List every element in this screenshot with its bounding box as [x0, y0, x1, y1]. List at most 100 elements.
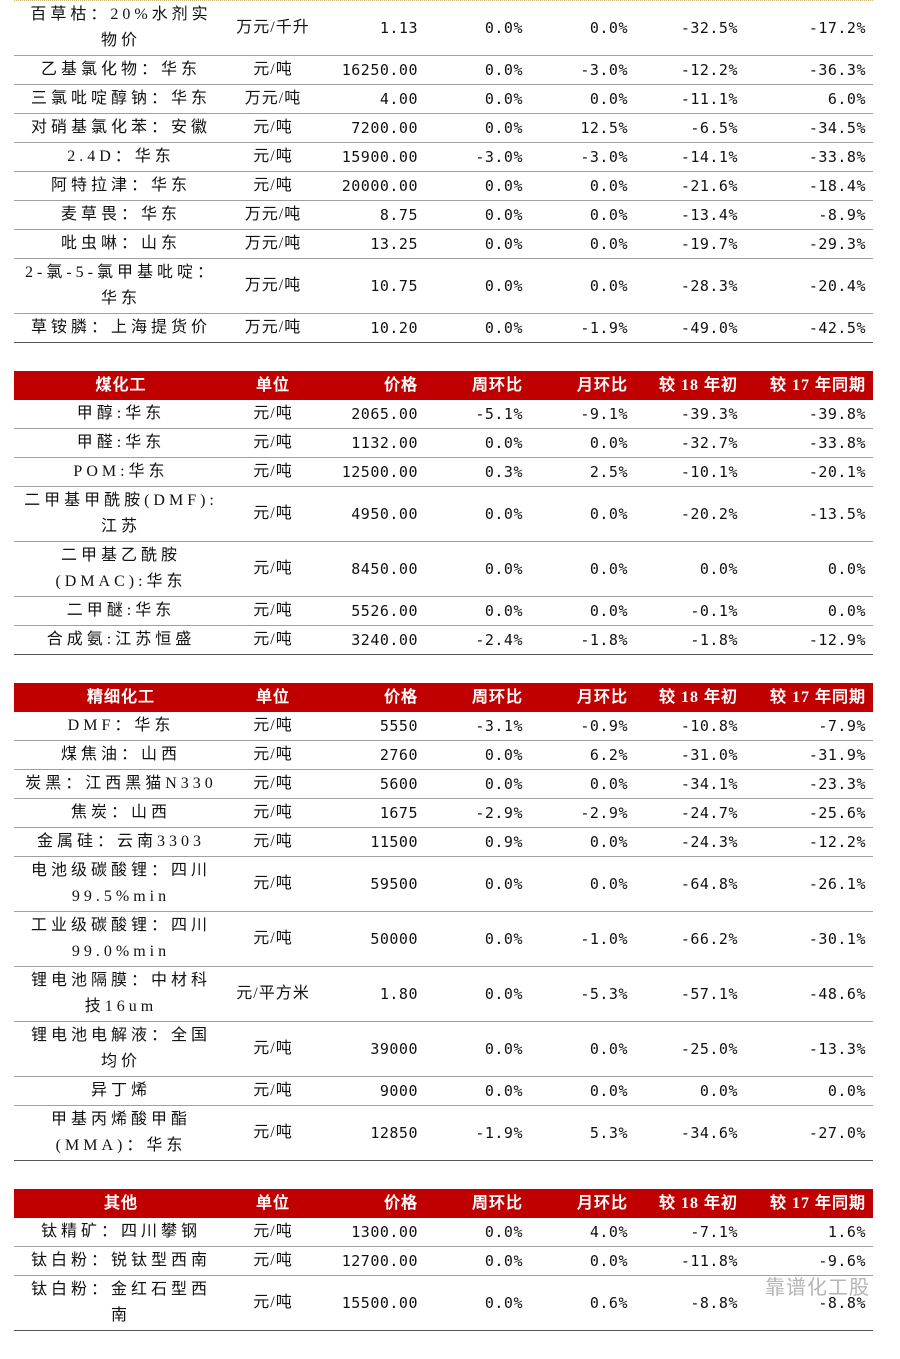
- data-row: 二甲基乙酰胺(DMAC):华东 元/吨 8450.00 0.0% 0.0% 0.0% 0.0…: [14, 541, 873, 597]
- value: 0.0%: [745, 541, 873, 597]
- value: -21.6%: [635, 171, 745, 201]
- value: -24.7%: [635, 798, 745, 828]
- product-name: 二甲基乙酰胺(DMAC):华东: [14, 541, 228, 597]
- unit: 元/吨: [228, 486, 318, 542]
- unit: 元/吨: [228, 1275, 318, 1331]
- product-name: 甲基丙烯酸甲酯(MMA)：华东: [14, 1105, 228, 1161]
- unit: 元/吨: [228, 740, 318, 770]
- unit: 万元/吨: [228, 229, 318, 259]
- value: -42.5%: [745, 313, 873, 343]
- value: 0.0%: [530, 229, 635, 259]
- value: 0.0%: [425, 84, 530, 114]
- value: -3.0%: [530, 142, 635, 172]
- value: 0.0%: [425, 769, 530, 799]
- value: 0.0%: [530, 1021, 635, 1077]
- value: 5526.00: [318, 596, 425, 626]
- value: -1.8%: [530, 625, 635, 655]
- tables: 百草枯：20%水剂实物价 万元/千升 1.13 0.0% 0.0% -32.5% -17.2…: [14, 0, 873, 1359]
- header-row: 其他 单位 价格 周环比 月环比较 18 年初较 17 年同期: [14, 1189, 873, 1218]
- header-cell: 较 17 年同期: [745, 683, 873, 712]
- value: 0.0%: [745, 1076, 873, 1106]
- price-table: 其他 单位 价格 周环比 月环比较 18 年初较 17 年同期 钛精矿：四川攀钢 元/吨 13…: [14, 1189, 873, 1331]
- header-cell: 较 17 年同期: [745, 1189, 873, 1218]
- top-rule: [14, 0, 873, 1]
- header-row: 精细化工 单位 价格 周环比 月环比较 18 年初较 17 年同期: [14, 683, 873, 712]
- value: -6.5%: [635, 113, 745, 143]
- value: 0.0%: [425, 1246, 530, 1276]
- value: -10.8%: [635, 712, 745, 741]
- data-row: 吡虫啉：山东 万元/吨 13.25 0.0% 0.0% -19.7% -29.3%: [14, 229, 873, 259]
- value: 11500: [318, 827, 425, 857]
- value: 0.0%: [425, 1021, 530, 1077]
- table-body: 精细化工 单位 价格 周环比 月环比较 18 年初较 17 年同期 DMF：华东 元/吨 55…: [14, 683, 873, 1161]
- product-name: 麦草畏：华东: [14, 200, 228, 230]
- value: 0.0%: [530, 171, 635, 201]
- value: -3.0%: [425, 142, 530, 172]
- data-row: 二甲醚:华东 元/吨 5526.00 0.0% 0.0% -0.1% 0.0%: [14, 596, 873, 626]
- product-name: 金属硅：云南3303: [14, 827, 228, 857]
- data-row: DMF：华东 元/吨 5550 -3.1% -0.9% -10.8% -7.9%: [14, 712, 873, 741]
- value: -24.3%: [635, 827, 745, 857]
- data-row: 草铵膦：上海提货价 万元/吨 10.20 0.0% -1.9% -49.0% -42.5%: [14, 313, 873, 343]
- unit: 元/吨: [228, 1021, 318, 1077]
- value: -9.1%: [530, 400, 635, 429]
- product-name: 阿特拉津：华东: [14, 171, 228, 201]
- value: -10.1%: [635, 457, 745, 487]
- value: 6.0%: [745, 84, 873, 114]
- value: 1132.00: [318, 428, 425, 458]
- value: 15500.00: [318, 1275, 425, 1331]
- value: -9.6%: [745, 1246, 873, 1276]
- value: 12700.00: [318, 1246, 425, 1276]
- unit: 元/吨: [228, 541, 318, 597]
- header-cell: 周环比: [425, 371, 530, 400]
- unit: 元/吨: [228, 596, 318, 626]
- value: -11.8%: [635, 1246, 745, 1276]
- value: 0.0%: [425, 740, 530, 770]
- value: -26.1%: [745, 856, 873, 912]
- value: 0.0%: [425, 200, 530, 230]
- value: 2760: [318, 740, 425, 770]
- value: -2.9%: [425, 798, 530, 828]
- value: -8.8%: [635, 1275, 745, 1331]
- value: 0.0%: [425, 541, 530, 597]
- value: -39.8%: [745, 400, 873, 429]
- product-name: 2-氯-5-氯甲基吡啶：华东: [14, 258, 228, 314]
- data-row: 煤焦油：山西 元/吨 2760 0.0% 6.2% -31.0% -31.9%: [14, 740, 873, 770]
- product-name: 三氯吡啶醇钠：华东: [14, 84, 228, 114]
- data-row: 锂电池电解液：全国均价 元/吨 39000 0.0% 0.0% -25.0% -13.3%: [14, 1021, 873, 1077]
- value: -12.9%: [745, 625, 873, 655]
- value: 0.0%: [530, 541, 635, 597]
- value: 0.0%: [425, 313, 530, 343]
- value: 0.0%: [425, 1076, 530, 1106]
- value: 0.0%: [425, 1, 530, 56]
- data-row: 三氯吡啶醇钠：华东 万元/吨 4.00 0.0% 0.0% -11.1% 6.0%: [14, 84, 873, 114]
- header-cell: 单位: [228, 371, 318, 400]
- product-name: 甲醛:华东: [14, 428, 228, 458]
- unit: 元/吨: [228, 856, 318, 912]
- product-name: 百草枯：20%水剂实物价: [14, 1, 228, 56]
- value: 3240.00: [318, 625, 425, 655]
- value: 0.0%: [530, 1, 635, 56]
- value: -34.5%: [745, 113, 873, 143]
- value: 9000: [318, 1076, 425, 1106]
- value: -20.4%: [745, 258, 873, 314]
- value: 2.5%: [530, 457, 635, 487]
- unit: 万元/吨: [228, 313, 318, 343]
- header-cell: 精细化工: [14, 683, 228, 712]
- value: -1.9%: [530, 313, 635, 343]
- product-name: 异丁烯: [14, 1076, 228, 1106]
- value: -20.2%: [635, 486, 745, 542]
- data-row: 对硝基氯化苯：安徽 元/吨 7200.00 0.0% 12.5% -6.5% -34.5%: [14, 113, 873, 143]
- table-body: 煤化工 单位 价格 周环比 月环比较 18 年初较 17 年同期 甲醇:华东 元/吨 2065…: [14, 371, 873, 655]
- value: 39000: [318, 1021, 425, 1077]
- value: -14.1%: [635, 142, 745, 172]
- value: 0.0%: [425, 428, 530, 458]
- unit: 元/吨: [228, 1105, 318, 1161]
- value: -7.1%: [635, 1218, 745, 1247]
- value: 0.0%: [530, 486, 635, 542]
- data-row: 锂电池隔膜：中材科技16um 元/平方米 1.80 0.0% -5.3% -57.1% -4…: [14, 966, 873, 1022]
- header-cell: 较 18 年初: [635, 1189, 745, 1218]
- value: -34.6%: [635, 1105, 745, 1161]
- value: 1.6%: [745, 1218, 873, 1247]
- value: -30.1%: [745, 911, 873, 967]
